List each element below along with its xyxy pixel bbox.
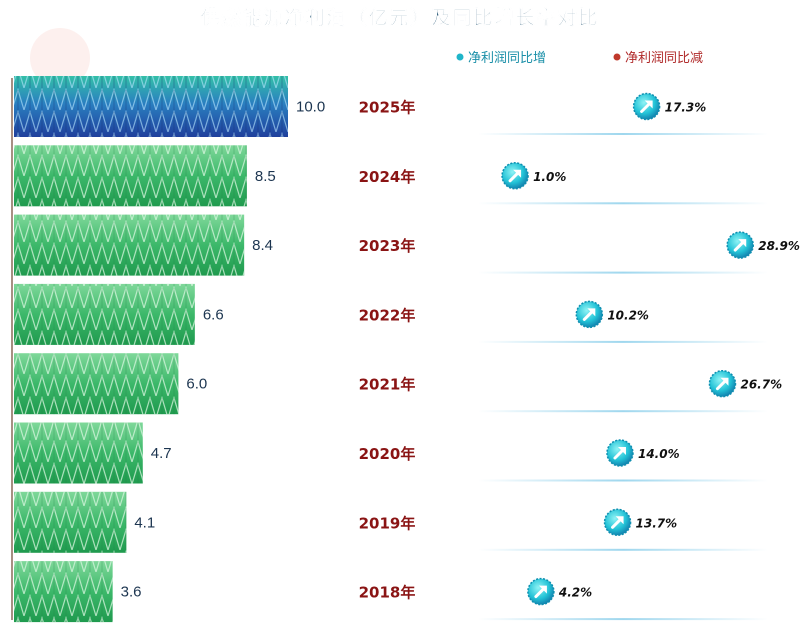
growth-value-label: 28.9% [758,239,800,253]
year-label: 2023年 [359,237,416,255]
profit-value-label: 3.6 [121,584,142,601]
row-separator [478,133,768,135]
growth-value-label: 13.7% [636,516,678,530]
growth-value-label: 17.3% [665,101,707,115]
profit-bar-texture [14,283,195,345]
row-separator [478,548,768,551]
year-label: 2021年 [359,376,416,394]
arrow-up-right-icon [632,92,661,121]
arrow-up-right-icon [606,439,634,467]
legend-increase-swatch [456,53,464,61]
profit-bar-texture [14,491,127,553]
chart-row: 8.5 2024年 1.0% [14,145,768,207]
watermark-logo [30,28,90,88]
legend-decrease-swatch [613,53,621,61]
profit-value-label: 4.7 [151,445,172,462]
chart-row: 6.6 2022年 10.2% [14,283,768,345]
profit-bar-texture [14,145,247,207]
chart-row: 10.0 2025年 17.3% [14,76,768,137]
profit-value-label: 8.5 [255,168,276,185]
row-separator [478,618,768,621]
chart-title: 佛燃能源净利润（亿元）及同比增长率对比 [199,6,599,29]
year-label: 2024年 [359,168,416,186]
growth-value-label: 10.2% [607,308,649,322]
profit-value-label: 10.0 [296,99,325,116]
growth-value-label: 4.2% [558,586,592,600]
arrow-up-right-icon [708,369,737,398]
row-separator [478,340,768,343]
chart-row: 4.1 2019年 13.7% [14,491,768,553]
profit-value-label: 6.6 [203,306,224,323]
growth-value-label: 26.7% [740,378,782,392]
profit-value-label: 8.4 [252,237,273,254]
growth-value-label: 14.0% [638,447,680,461]
chart-row: 3.6 2018年 4.2% [14,561,768,623]
row-separator [478,479,768,482]
arrow-up-right-icon [575,300,604,329]
row-separator [478,271,768,274]
legend-decrease-label: 净利润同比减 [625,51,703,66]
year-label: 2018年 [359,584,416,602]
year-label: 2025年 [359,99,416,117]
chart-row: 8.4 2023年 28.9% [14,214,800,276]
growth-value-label: 1.0% [533,170,566,184]
profit-bar-texture [14,214,245,276]
row-separator [478,202,768,205]
chart-row: 6.0 2021年 26.7% [14,353,782,415]
arrow-up-right-icon [726,231,754,259]
legend-increase-label: 净利润同比增 [468,51,546,66]
profit-bar-texture [14,561,113,623]
arrow-up-right-icon [527,577,555,606]
chart-rows: 10.0 2025年 17.3% 8.5 2024年 1.0% 8.4 2023年 28.9% 6… [14,76,800,623]
year-label: 2022年 [359,306,416,324]
arrow-up-right-icon [501,162,529,190]
profit-bar-texture [14,353,179,415]
year-label: 2020年 [359,445,416,463]
chart-row: 4.7 2020年 14.0% [14,422,768,484]
profit-bar-texture [14,76,288,137]
profit-value-label: 4.1 [134,514,155,531]
arrow-up-right-icon [603,508,632,537]
profit-value-label: 6.0 [186,376,207,393]
legend: 净利润同比增 净利润同比减 [456,51,703,66]
profit-bar-texture [14,422,143,484]
year-label: 2019年 [359,514,416,532]
row-separator [478,410,768,413]
